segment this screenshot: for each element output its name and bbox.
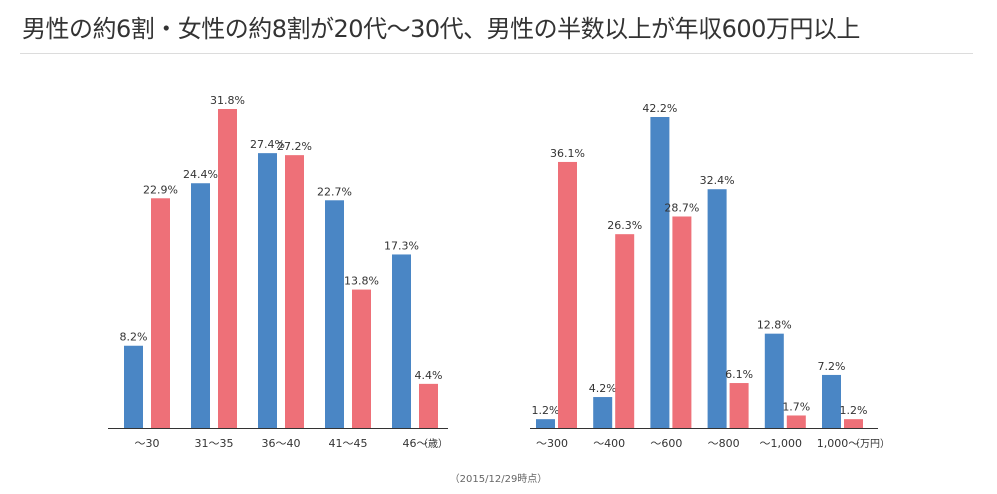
income-bar-male	[593, 397, 613, 428]
income-category-label: 1,000〜	[817, 437, 860, 450]
age-bar-male	[392, 254, 411, 428]
age-bar-male	[191, 183, 210, 428]
income-data-label: 28.7%	[664, 201, 699, 214]
income-category-label: 〜1,000	[760, 437, 803, 450]
income-bar-male	[650, 117, 670, 428]
age-bar-male	[325, 200, 344, 428]
age-data-label: 13.8%	[344, 275, 379, 288]
income-bar-female	[558, 161, 577, 429]
age-data-label: 17.3%	[384, 239, 419, 252]
age-data-label: 8.2%	[120, 331, 148, 344]
income-bar-female	[786, 415, 806, 428]
age-category-label: 36〜40	[262, 437, 301, 450]
income-bar-male	[707, 189, 727, 428]
income-data-label: 42.2%	[642, 102, 677, 115]
income-bar-female	[615, 234, 635, 428]
income-data-label: 26.3%	[607, 219, 642, 232]
page-title: 男性の約6割・女性の約8割が20代〜30代、男性の半数以上が年収600万円以上	[22, 15, 860, 43]
age-category-label: 31〜35	[195, 437, 234, 450]
age-data-label: 22.7%	[317, 185, 352, 198]
age-data-label: 27.4%	[250, 138, 285, 151]
income-category-label: 〜600	[650, 437, 682, 450]
income-bar-female	[729, 383, 749, 428]
age-bar-female	[218, 109, 237, 428]
income-bar-male	[536, 419, 555, 428]
income-data-label: 7.2%	[818, 360, 846, 373]
age-category-label: 46〜	[403, 437, 428, 450]
income-data-label: 4.2%	[589, 382, 617, 395]
page-header: 男性の約6割・女性の約8割が20代〜30代、男性の半数以上が年収600万円以上	[0, 0, 997, 56]
age-data-label: 24.4%	[183, 168, 218, 181]
income-category-label: 〜800	[708, 437, 740, 450]
age-category-label: 41〜45	[329, 437, 368, 450]
age-bar-male	[124, 345, 143, 428]
age-data-label: 4.4%	[415, 369, 443, 382]
age-bar-female	[285, 155, 304, 428]
age-bar-female	[151, 198, 170, 428]
income-bar-female	[672, 216, 692, 428]
income-bar-female	[844, 419, 863, 428]
income-category-label: 〜300	[536, 437, 568, 450]
income-bar-male	[822, 374, 841, 428]
title-divider	[20, 53, 973, 54]
income-bar-male	[764, 333, 784, 428]
income-data-label: 12.8%	[757, 319, 792, 332]
age-unit-label: （歳）	[418, 438, 448, 450]
income-data-label: 6.1%	[725, 368, 753, 381]
age-data-label: 22.9%	[143, 183, 178, 196]
income-data-label: 32.4%	[700, 174, 735, 187]
age-category-label: 〜30	[135, 437, 160, 450]
income-data-label: 1.7%	[782, 400, 810, 413]
date-footnote: （2015/12/29時点）	[449, 474, 548, 485]
income-category-label: 〜400	[593, 437, 625, 450]
age-bar-female	[352, 289, 371, 428]
income-data-label: 1.2%	[532, 404, 560, 417]
age-data-label: 31.8%	[210, 94, 245, 107]
income-unit-label: （万円）	[850, 438, 890, 450]
age-bar-male	[258, 153, 277, 429]
age-bar-female	[419, 383, 438, 428]
income-data-label: 36.1%	[550, 147, 585, 160]
age-data-label: 27.2%	[277, 140, 312, 153]
income-data-label: 1.2%	[840, 404, 868, 417]
